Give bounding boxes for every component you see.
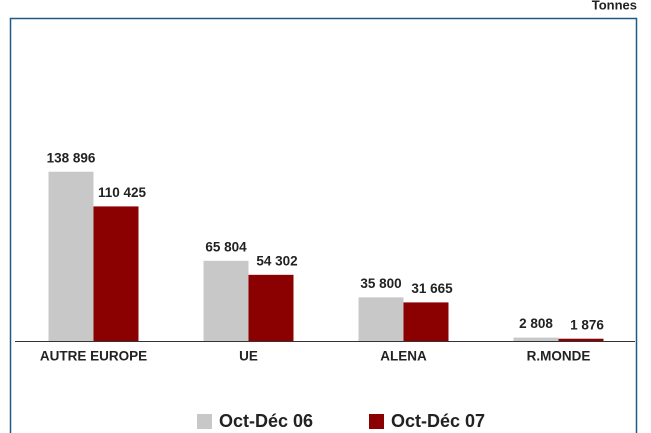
legend-swatch: [369, 414, 384, 429]
bar: [93, 206, 139, 341]
data-label: 110 425: [98, 185, 147, 200]
legend-label: Oct-Déc 07: [391, 411, 485, 431]
bar: [558, 338, 604, 341]
legend-label: Oct-Déc 06: [219, 411, 313, 431]
data-label: 65 804: [205, 239, 247, 254]
bar: [248, 274, 294, 341]
bar: [403, 302, 449, 341]
data-label: 31 665: [411, 281, 453, 296]
data-label: 138 896: [47, 150, 96, 165]
bar: [203, 260, 249, 341]
bar: [513, 337, 559, 341]
data-label: 1 876: [570, 317, 604, 332]
data-label: 35 800: [360, 276, 401, 291]
x-tick-label: ALENA: [380, 349, 427, 364]
bar: [358, 297, 404, 341]
bar: [48, 171, 94, 341]
x-tick-label: R.MONDE: [527, 349, 591, 364]
x-tick-label: AUTRE EUROPE: [40, 349, 147, 364]
data-label: 54 302: [256, 253, 297, 268]
x-tick-label: UE: [239, 349, 258, 364]
legend-swatch: [197, 414, 212, 429]
data-label: 2 808: [519, 316, 553, 331]
unit-label: Tonnes: [592, 0, 637, 12]
frame: [9, 17, 638, 433]
